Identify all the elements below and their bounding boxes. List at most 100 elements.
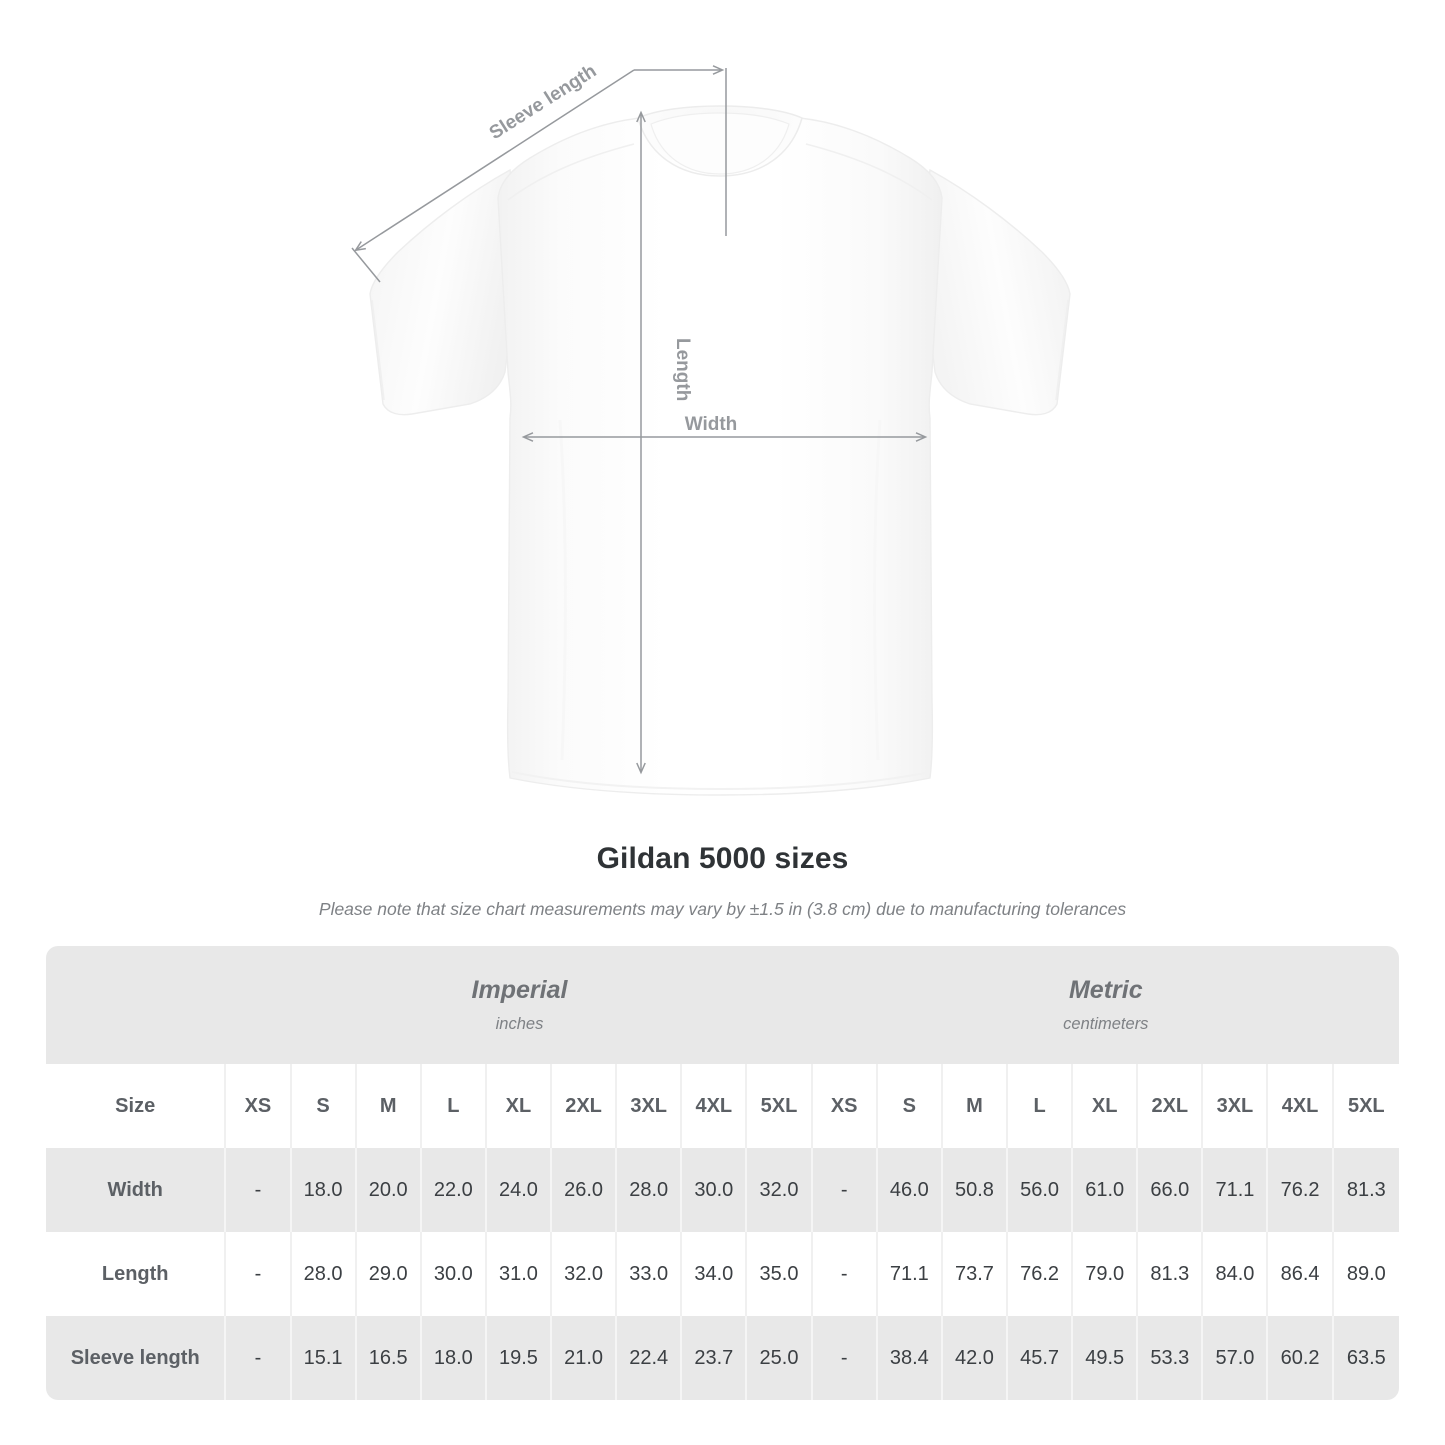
cell-width-metric-xs: - — [812, 1148, 878, 1232]
cell-width-imperial-xl: 24.0 — [486, 1148, 552, 1232]
system-imperial-unit: inches — [495, 1015, 544, 1033]
cell-width-imperial-3xl: 28.0 — [617, 1148, 683, 1232]
cell-sleeve-imperial-s: 15.1 — [291, 1316, 357, 1400]
cell-sleeve-imperial-xs: - — [226, 1316, 292, 1400]
cell-sleeve-metric-2xl: 53.3 — [1138, 1316, 1204, 1400]
row-label-width: Width — [46, 1148, 227, 1232]
cell-length-metric-2xl: 81.3 — [1138, 1232, 1204, 1316]
cell-length-metric-3xl: 84.0 — [1203, 1232, 1269, 1316]
body-fold-right — [873, 419, 882, 761]
cell-width-metric-2xl: 66.0 — [1138, 1148, 1204, 1232]
cell-sleeve-metric-xl: 49.5 — [1073, 1316, 1139, 1400]
cell-sleeve-metric-m: 42.0 — [942, 1316, 1008, 1400]
system-metric-name: Metric — [1068, 976, 1143, 1004]
size-column-header: Size — [46, 1064, 227, 1148]
cell-width-imperial-s: 18.0 — [291, 1148, 357, 1232]
size-table-container: Imperial inches Metric centimeters Size … — [46, 946, 1399, 1400]
cell-width-metric-3xl: 71.1 — [1203, 1148, 1269, 1232]
cell-length-metric-xl: 79.0 — [1073, 1232, 1139, 1316]
left-sleeve — [369, 168, 521, 416]
cell-width-imperial-2xl: 26.0 — [552, 1148, 618, 1232]
cell-length-metric-4xl: 86.4 — [1268, 1232, 1334, 1316]
cell-sleeve-metric-l: 45.7 — [1007, 1316, 1074, 1400]
size-header-imperial-l: L — [421, 1064, 487, 1148]
sleeve-length-arrow — [354, 69, 635, 252]
cell-length-imperial-xl: 31.0 — [486, 1232, 552, 1316]
neck-opening — [650, 112, 790, 175]
system-imperial-cell: Imperial inches — [226, 946, 813, 1064]
cell-width-imperial-l: 22.0 — [421, 1148, 487, 1232]
size-header-metric-l: L — [1007, 1064, 1074, 1148]
cell-width-imperial-m: 20.0 — [356, 1148, 422, 1232]
system-spacer-cell — [46, 946, 227, 1064]
cell-sleeve-imperial-5xl: 25.0 — [747, 1316, 813, 1400]
size-header-metric-3xl: 3XL — [1203, 1064, 1269, 1148]
cell-width-metric-m: 50.8 — [942, 1148, 1008, 1232]
size-table: Imperial inches Metric centimeters Size … — [46, 946, 1399, 1400]
size-header-row: Size XS S M L XL 2XL 3XL 4XL 5XL XS S M … — [46, 1064, 1399, 1148]
system-metric-cell: Metric centimeters — [812, 946, 1399, 1064]
chart-heading-block: Gildan 5000 sizes Please note that size … — [0, 840, 1445, 920]
right-shoulder-seam — [805, 143, 933, 201]
right-sleeve — [919, 168, 1071, 416]
cell-width-metric-5xl: 81.3 — [1333, 1148, 1399, 1232]
cell-sleeve-imperial-4xl: 23.7 — [682, 1316, 748, 1400]
left-shoulder-seam — [507, 143, 635, 201]
cell-length-imperial-4xl: 34.0 — [682, 1232, 748, 1316]
length-label: Length — [672, 338, 693, 401]
cell-width-imperial-xs: - — [226, 1148, 292, 1232]
width-label: Width — [685, 414, 738, 435]
cell-width-metric-l: 56.0 — [1007, 1148, 1074, 1232]
cell-length-imperial-5xl: 35.0 — [747, 1232, 813, 1316]
cell-sleeve-metric-3xl: 57.0 — [1203, 1316, 1269, 1400]
cell-sleeve-metric-5xl: 63.5 — [1333, 1316, 1399, 1400]
cell-length-imperial-s: 28.0 — [291, 1232, 357, 1316]
cell-width-imperial-4xl: 30.0 — [682, 1148, 748, 1232]
size-header-metric-5xl: 5XL — [1333, 1064, 1399, 1148]
cell-sleeve-imperial-m: 16.5 — [356, 1316, 422, 1400]
size-header-imperial-m: M — [356, 1064, 422, 1148]
cell-width-metric-xl: 61.0 — [1073, 1148, 1139, 1232]
cell-length-imperial-3xl: 33.0 — [617, 1232, 683, 1316]
cell-length-metric-l: 76.2 — [1007, 1232, 1074, 1316]
body-fold-left — [558, 419, 567, 761]
size-header-imperial-3xl: 3XL — [617, 1064, 683, 1148]
cell-sleeve-metric-xs: - — [812, 1316, 878, 1400]
table-row: Width - 18.0 20.0 22.0 24.0 26.0 28.0 30… — [46, 1148, 1399, 1232]
cell-sleeve-metric-4xl: 60.2 — [1268, 1316, 1334, 1400]
row-label-length: Length — [46, 1232, 227, 1316]
size-header-imperial-xl: XL — [486, 1064, 552, 1148]
cell-width-metric-s: 46.0 — [877, 1148, 943, 1232]
cell-width-imperial-5xl: 32.0 — [747, 1148, 813, 1232]
size-header-metric-xs: XS — [812, 1064, 878, 1148]
cell-length-imperial-2xl: 32.0 — [552, 1232, 618, 1316]
cell-sleeve-imperial-xl: 19.5 — [486, 1316, 552, 1400]
size-header-imperial-4xl: 4XL — [682, 1064, 748, 1148]
cell-length-metric-s: 71.1 — [877, 1232, 943, 1316]
cell-length-imperial-l: 30.0 — [421, 1232, 487, 1316]
bottom-hem — [511, 771, 931, 791]
cell-length-metric-xs: - — [812, 1232, 878, 1316]
cell-sleeve-imperial-2xl: 21.0 — [552, 1316, 618, 1400]
cell-length-metric-m: 73.7 — [942, 1232, 1008, 1316]
cell-length-imperial-xs: - — [226, 1232, 292, 1316]
system-header-row: Imperial inches Metric centimeters — [46, 946, 1399, 1064]
cell-sleeve-imperial-l: 18.0 — [421, 1316, 487, 1400]
size-header-imperial-xs: XS — [226, 1064, 292, 1148]
cell-length-metric-5xl: 89.0 — [1333, 1232, 1399, 1316]
system-metric-unit: centimeters — [1063, 1015, 1149, 1033]
table-row: Length - 28.0 29.0 30.0 31.0 32.0 33.0 3… — [46, 1232, 1399, 1316]
size-header-metric-xl: XL — [1073, 1064, 1139, 1148]
row-label-sleeve-length: Sleeve length — [46, 1316, 227, 1400]
left-sleeve-hem — [371, 299, 385, 401]
tshirt-measurement-diagram: Sleeve length Length Width — [351, 61, 1071, 796]
cell-sleeve-imperial-3xl: 22.4 — [617, 1316, 683, 1400]
sleeve-end-tick — [351, 247, 381, 283]
cell-width-metric-4xl: 76.2 — [1268, 1148, 1334, 1232]
size-header-metric-2xl: 2XL — [1138, 1064, 1204, 1148]
cell-length-imperial-m: 29.0 — [356, 1232, 422, 1316]
cell-sleeve-metric-s: 38.4 — [877, 1316, 943, 1400]
tolerance-note: Please note that size chart measurements… — [318, 899, 1127, 919]
table-row: Sleeve length - 15.1 16.5 18.0 19.5 21.0… — [46, 1316, 1399, 1400]
